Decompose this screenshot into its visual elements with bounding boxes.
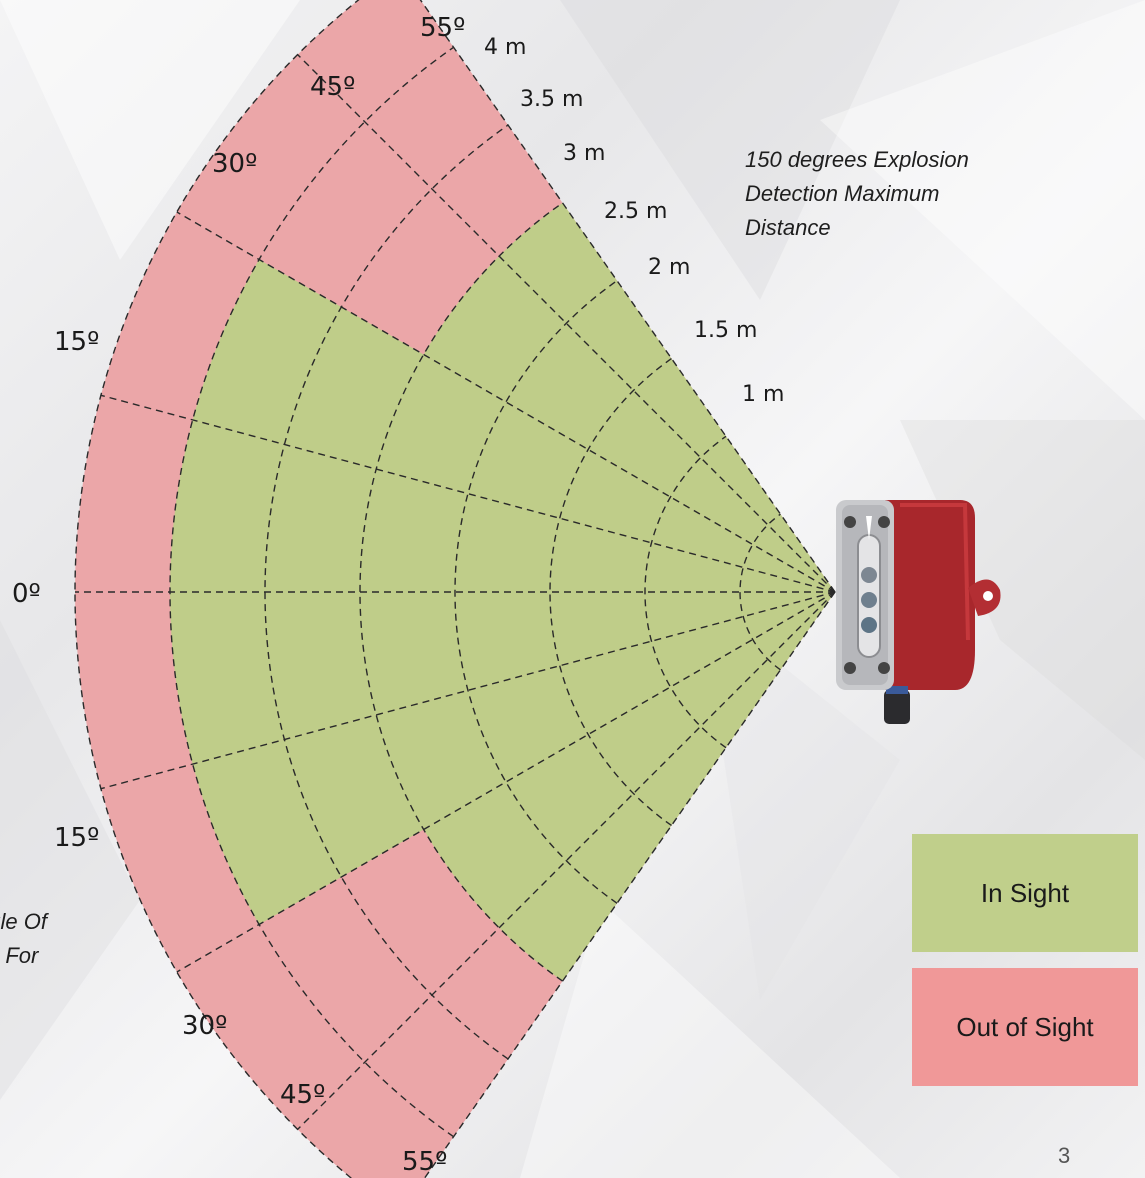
distance-label-1m: 1 m bbox=[742, 382, 784, 407]
note-line: es For bbox=[0, 943, 39, 968]
note-line: Detection Maximum bbox=[745, 181, 940, 206]
range-arc bbox=[359, 202, 563, 982]
angle-line bbox=[297, 54, 836, 593]
note-line: ngle Of bbox=[0, 909, 47, 934]
angle-label-bottom-30: 30º bbox=[182, 1011, 227, 1041]
angle-line bbox=[176, 591, 836, 973]
angle-line bbox=[100, 394, 836, 593]
range-arc bbox=[264, 124, 509, 1060]
angle-labels: 55º 45º 30º 15º 0º 15º 30º 45º 55º bbox=[12, 13, 465, 1177]
in-sight-zone bbox=[192, 259, 836, 592]
detection-distance-note: 150 degrees Explosion Detection Maximum … bbox=[745, 143, 1065, 245]
distance-labels: 4 m 3.5 m 3 m 2.5 m 2 m 1.5 m 1 m bbox=[484, 35, 784, 407]
legend-out-of-sight: Out of Sight bbox=[912, 968, 1138, 1086]
range-arc bbox=[644, 435, 727, 749]
flame-detector-icon bbox=[836, 500, 1001, 724]
distance-label-3-5m: 3.5 m bbox=[520, 87, 583, 112]
in-sight-zone bbox=[423, 592, 835, 982]
angle-line bbox=[176, 211, 836, 593]
viewing-angle-note: ngle Of es For bbox=[0, 905, 130, 973]
note-line: Distance bbox=[745, 215, 831, 240]
legend-out-of-sight-label: Out of Sight bbox=[956, 1011, 1094, 1042]
angle-label-0: 0º bbox=[12, 579, 41, 609]
angle-label-bottom-45: 45º bbox=[280, 1080, 325, 1110]
in-sight-zone bbox=[170, 419, 836, 765]
angle-line bbox=[297, 591, 836, 1130]
range-grid bbox=[74, 0, 836, 1178]
distance-label-2m: 2 m bbox=[648, 255, 690, 280]
angle-label-bottom-55: 55º bbox=[402, 1147, 447, 1177]
range-arc bbox=[454, 280, 618, 904]
note-line: 150 degrees Explosion bbox=[745, 147, 969, 172]
angle-label-top-15: 15º bbox=[54, 327, 99, 357]
range-arc bbox=[739, 513, 781, 671]
distance-label-3m: 3 m bbox=[563, 141, 605, 166]
angle-line bbox=[100, 591, 836, 790]
distance-label-4m: 4 m bbox=[484, 35, 526, 60]
angle-label-top-55: 55º bbox=[420, 13, 465, 43]
angle-line bbox=[419, 0, 836, 593]
angle-label-top-45: 45º bbox=[310, 72, 355, 102]
distance-label-2-5m: 2.5 m bbox=[604, 199, 667, 224]
angle-line bbox=[423, 591, 836, 1178]
legend-in-sight-label: In Sight bbox=[980, 877, 1070, 908]
in-sight-zone bbox=[423, 202, 835, 593]
range-arc bbox=[74, 0, 360, 1178]
legend-in-sight: In Sight bbox=[912, 834, 1138, 952]
in-sight-zone bbox=[192, 592, 836, 925]
distance-label-1-5m: 1.5 m bbox=[694, 318, 757, 343]
detection-zones bbox=[74, 0, 836, 1178]
page-number: 3 bbox=[1058, 1143, 1071, 1168]
angle-label-top-30: 30º bbox=[212, 149, 257, 179]
angle-label-bottom-15: 15º bbox=[54, 823, 99, 853]
